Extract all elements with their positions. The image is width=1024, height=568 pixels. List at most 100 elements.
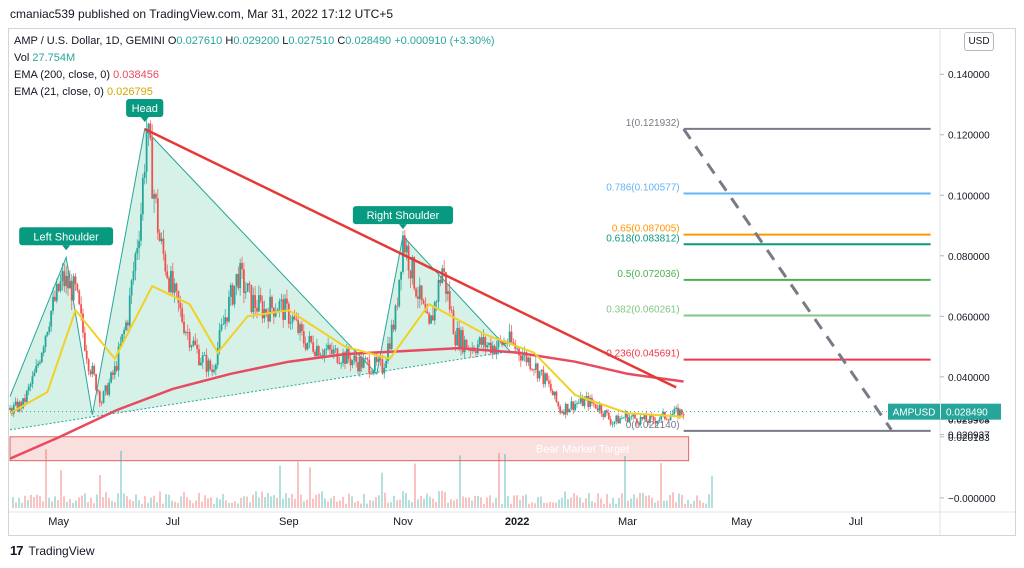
volume-bar (507, 496, 509, 508)
fib-level-label: 1(0.121932) (626, 118, 680, 129)
candle-body (581, 396, 584, 407)
candle-body (486, 345, 489, 348)
currency-button[interactable]: USD (964, 32, 994, 51)
volume-bar (420, 496, 422, 508)
candle-body (126, 322, 129, 326)
candle-body (370, 373, 373, 375)
candle-body (259, 295, 262, 302)
candle-body (10, 408, 13, 414)
volume-bar (294, 498, 296, 508)
volume-bar (489, 495, 491, 508)
x-tick-label: Jul (166, 516, 180, 528)
candle-body (31, 376, 34, 385)
candle-body (604, 410, 606, 417)
candle-body (635, 418, 638, 424)
candle-body (351, 360, 354, 366)
candle-body (562, 411, 565, 415)
candle-body (78, 290, 81, 305)
candle-body (274, 312, 277, 317)
candle-body (254, 295, 257, 308)
candle-body (22, 398, 24, 409)
candle-body (286, 298, 288, 304)
volume-row[interactable]: Vol 27.754M (14, 50, 495, 67)
tradingview-logo-icon: 17 (10, 543, 24, 558)
candle-body (460, 330, 462, 349)
volume-bar (678, 493, 680, 508)
volume-bar (219, 499, 221, 508)
candle-body (121, 334, 124, 344)
volume-bar (618, 497, 620, 508)
bear-market-zone (9, 436, 690, 462)
candle-body (246, 283, 249, 292)
candle-body (291, 316, 294, 323)
candle-body (658, 419, 661, 422)
candle-body (301, 324, 303, 332)
candle-body (409, 270, 412, 279)
brand-name[interactable]: TradingView (28, 543, 95, 558)
volume-bar (480, 497, 482, 508)
candle-body (536, 363, 539, 379)
candle-body (359, 356, 361, 372)
candle-body (228, 296, 230, 322)
pattern-callout-pointer (62, 245, 71, 251)
candle-body (123, 330, 126, 335)
candle-body (183, 321, 185, 333)
volume-bar (228, 502, 230, 508)
symbol-title[interactable]: AMP / U.S. Dollar, 1D, GEMINI (14, 35, 165, 47)
candle-body (519, 355, 522, 361)
candle-body (218, 330, 221, 348)
candle-body (293, 316, 296, 320)
volume-bar (561, 497, 563, 508)
volume-bar (660, 463, 662, 508)
volume-bar (345, 503, 347, 508)
candle-body (529, 357, 532, 370)
volume-bar (315, 494, 317, 508)
volume-bar (525, 494, 527, 508)
volume-bar (555, 502, 557, 508)
volume-bar (333, 496, 335, 508)
candle-body (115, 366, 118, 371)
candle-body (203, 354, 206, 356)
candle-body (16, 401, 19, 411)
high-value: 0.029200 (233, 35, 280, 47)
candle-body (665, 418, 668, 420)
fib-level-label: 0.618(0.083812) (606, 233, 679, 244)
close-value: 0.028490 (345, 35, 392, 47)
pattern-callout-bg (352, 206, 454, 225)
candle-body (411, 256, 414, 279)
candle-body (190, 345, 193, 348)
candle-body (327, 345, 330, 350)
volume-bar (444, 491, 446, 508)
candle-body (216, 347, 219, 365)
candle-body (302, 331, 305, 344)
candle-body (297, 320, 300, 333)
candle-body (72, 276, 75, 301)
volume-bar (225, 500, 227, 508)
ema21-row[interactable]: EMA (21, close, 0) 0.026795 (14, 84, 495, 101)
y-tick-label: 0.020937 (948, 431, 990, 442)
volume-bar (66, 501, 68, 508)
fib-level-label: 0(0.022140) (626, 420, 680, 431)
candle-body (224, 317, 227, 324)
candle-body (626, 412, 629, 422)
candle-body (233, 285, 236, 305)
candle-body (480, 337, 483, 345)
volume-bar (597, 493, 599, 508)
ema200-row[interactable]: EMA (200, close, 0) 0.038456 (14, 67, 495, 84)
candle-body (235, 274, 238, 286)
candle-body (340, 363, 343, 364)
candle-body (624, 412, 627, 418)
candle-body (173, 283, 176, 293)
pattern-callout-pointer (140, 116, 149, 122)
volume-bar (708, 494, 710, 508)
candle-body (89, 371, 92, 375)
volume-bar (501, 503, 503, 508)
ema200-label: EMA (200, close, 0) (14, 69, 110, 81)
volume-bar (573, 493, 575, 508)
candle-body (44, 335, 47, 348)
candle-body (652, 416, 655, 421)
candle-body (151, 138, 154, 199)
candle-body (461, 330, 464, 353)
symbol-tag-bg (888, 403, 940, 420)
